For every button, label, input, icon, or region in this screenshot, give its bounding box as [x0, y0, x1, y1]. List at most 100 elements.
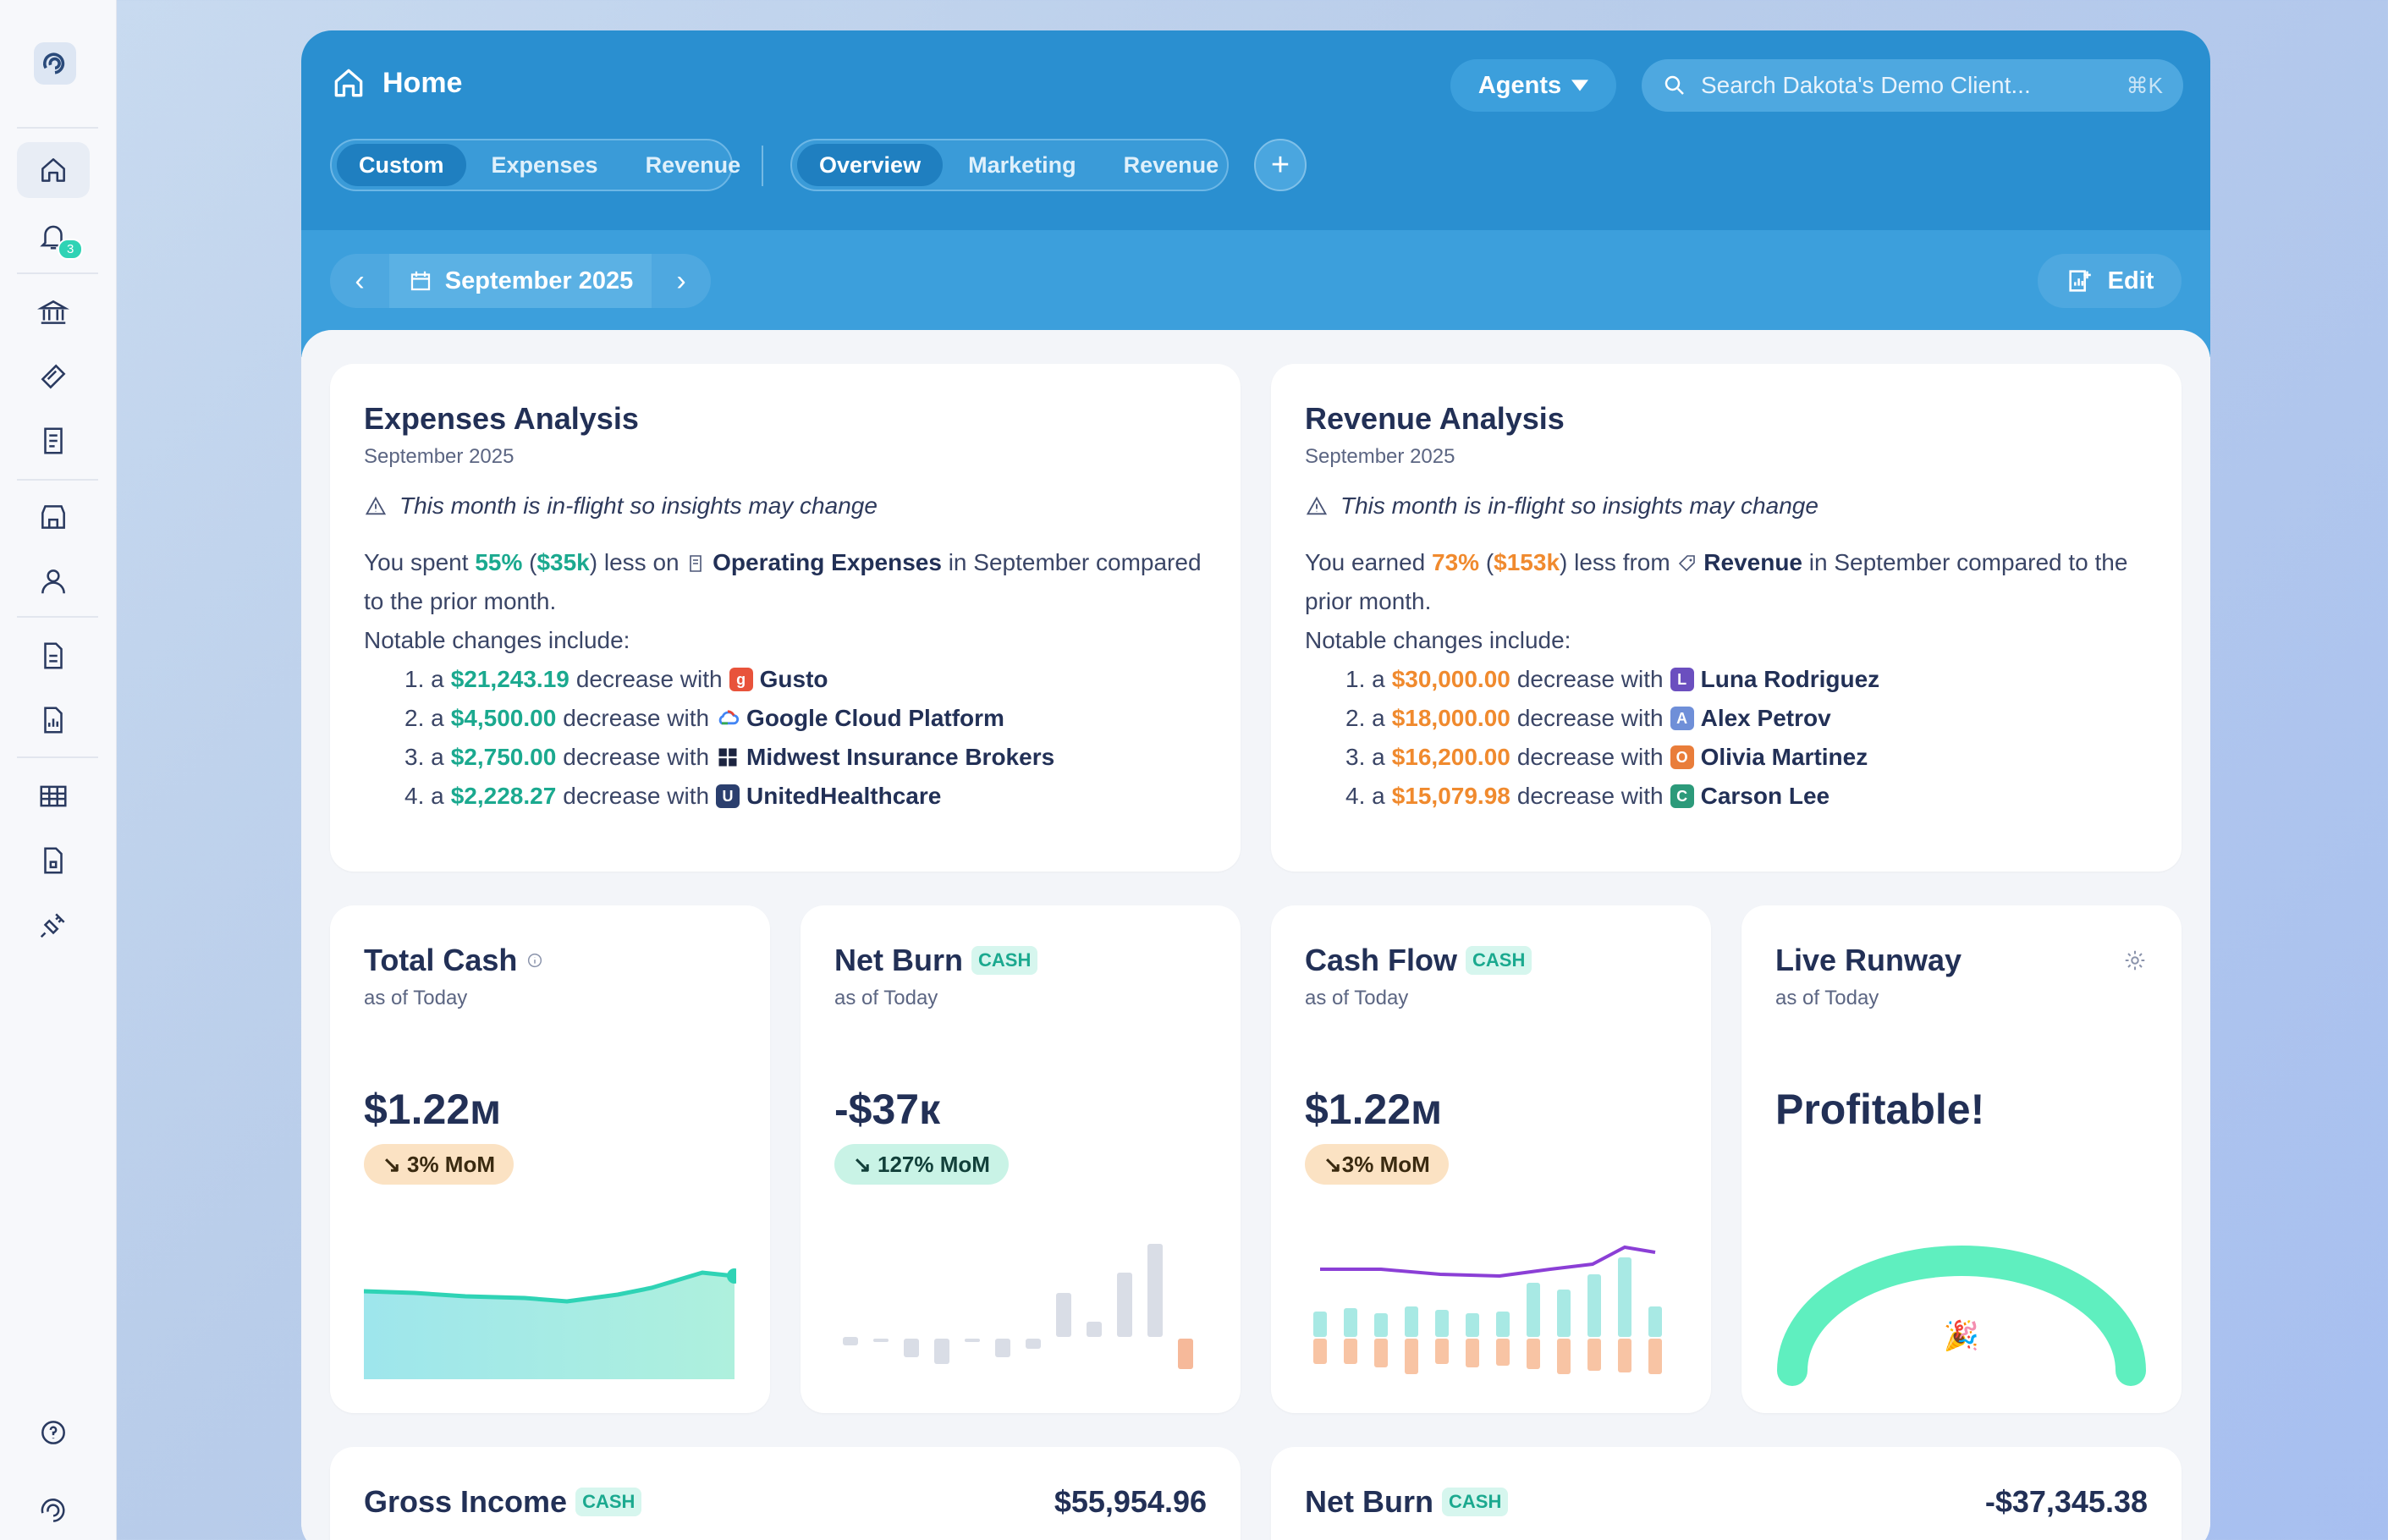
list-item: 4. a $2,228.27 decrease with U UnitedHealthc… [404, 777, 1054, 816]
card-title-text: Gross Income [364, 1484, 568, 1519]
inflight-warning: This month is in-flight so insights may … [1305, 492, 1819, 520]
summary-category: Operating Expenses [713, 549, 942, 575]
prev-month-button[interactable]: ‹ [355, 264, 365, 297]
summary-amount: $153k [1494, 549, 1560, 575]
revenue-summary: You earned 73% ($153k) less from Revenue… [1305, 543, 2151, 660]
dashboard-tabs-group: Overview Marketing Revenue [790, 139, 1229, 191]
date-navigator: ‹ September 2025 › [330, 254, 711, 308]
customer-name[interactable]: Alex Petrov [1700, 705, 1831, 731]
next-month-button[interactable]: › [676, 264, 686, 297]
table-icon [40, 785, 67, 807]
card-subtitle: September 2025 [1305, 445, 1455, 468]
list-num: 4. a [1345, 783, 1385, 809]
tab-custom[interactable]: Custom [337, 144, 466, 186]
google-cloud-icon [718, 710, 740, 725]
customer-name[interactable]: Carson Lee [1700, 783, 1830, 809]
vendor-name[interactable]: Gusto [759, 666, 828, 692]
cash-tag: CASH [575, 1488, 642, 1516]
change-amount: $30,000.00 [1391, 666, 1510, 692]
list-num: 2. a [404, 705, 444, 731]
summary-percent: 73% [1432, 549, 1480, 575]
sidebar-item-help[interactable] [17, 1405, 90, 1460]
live-runway-card[interactable]: Live Runway as of Today Profitable! 🎉 [1741, 905, 2182, 1413]
sidebar-item-transactions[interactable] [17, 349, 90, 404]
vendor-name[interactable]: Midwest Insurance Brokers [746, 744, 1055, 770]
summary-text: ) less on [589, 549, 686, 575]
tab-revenue-dashboard[interactable]: Revenue [1123, 151, 1219, 178]
expenses-summary: You spent 55% ($35k) less on Operating E… [364, 543, 1210, 660]
sidebar-item-files[interactable] [17, 833, 90, 888]
info-icon[interactable] [525, 951, 544, 970]
net-burn-detail-card[interactable]: Net Burn CASH -$37,345.38 [1271, 1447, 2182, 1540]
sidebar-item-bank[interactable] [17, 284, 90, 340]
sidebar-item-store[interactable] [17, 489, 90, 545]
customer-name[interactable]: Luna Rodriguez [1700, 666, 1880, 692]
list-item: 3. a $16,200.00 decrease with O Olivia Marti… [1345, 738, 1879, 777]
revenue-changes-list: 1. a $30,000.00 decrease with L Luna Rodrigu… [1345, 660, 1879, 816]
warning-text: This month is in-flight so insights may … [399, 492, 878, 519]
change-text: decrease with [563, 705, 710, 731]
vendor-name[interactable]: UnitedHealthcare [746, 783, 942, 809]
card-title-text: Total Cash [364, 943, 518, 977]
tab-revenue[interactable]: Revenue [645, 151, 741, 178]
sidebar-item-notifications[interactable]: 3 [17, 208, 90, 264]
sidebar-item-people[interactable] [17, 553, 90, 609]
sidebar-item-documents[interactable] [17, 628, 90, 684]
sidebar-item-table[interactable] [17, 768, 90, 824]
gear-icon[interactable] [2122, 948, 2148, 973]
date-picker[interactable]: September 2025 [389, 254, 652, 308]
net-burn-card[interactable]: Net Burn CASH as of Today -$37к ↘ 127% Mo… [801, 905, 1241, 1413]
chart-edit-icon [2069, 270, 2091, 292]
agents-dropdown[interactable]: Agents [1450, 59, 1616, 112]
expenses-changes-list: 1. a $21,243.19 decrease with g Gusto 2. a $4… [404, 660, 1054, 816]
notable-label: Notable changes include: [1305, 627, 1571, 653]
app-logo[interactable] [34, 42, 76, 85]
change-text: decrease with [563, 744, 710, 770]
logo-icon [43, 52, 65, 74]
sidebar-divider [17, 616, 98, 618]
windows-grid-icon [718, 748, 737, 767]
summary-percent: 55% [475, 549, 523, 575]
customer-avatar: A [1670, 707, 1694, 730]
list-item: 3. a $2,750.00 decrease with Midwest Insura… [404, 738, 1054, 777]
document-icon [44, 642, 63, 669]
change-amount: $16,200.00 [1391, 744, 1510, 770]
change-amount: $21,243.19 [450, 666, 569, 692]
main-panel: Home Agents Search Dakota's Demo Client.… [301, 30, 2210, 1540]
store-icon [41, 505, 65, 529]
list-num: 2. a [1345, 705, 1385, 731]
tab-overview[interactable]: Overview [797, 144, 944, 186]
cash-tag: CASH [1442, 1488, 1509, 1516]
change-text: decrease with [563, 783, 710, 809]
change-text: decrease with [1516, 744, 1664, 770]
change-amount: $15,079.98 [1391, 783, 1510, 809]
gross-income-card[interactable]: Gross Income CASH $55,954.96 [330, 1447, 1241, 1540]
customer-name[interactable]: Olivia Martinez [1700, 744, 1868, 770]
customer-avatar: C [1670, 784, 1694, 808]
warning-text: This month is in-flight so insights may … [1340, 492, 1819, 519]
sidebar-item-brand[interactable] [17, 1482, 90, 1538]
card-title-text: Net Burn [834, 943, 963, 977]
add-tab-button[interactable]: + [1254, 139, 1307, 191]
tag-icon [1678, 555, 1695, 572]
sidebar-item-bills[interactable] [17, 413, 90, 469]
search-input[interactable]: Search Dakota's Demo Client... ⌘K [1642, 59, 2183, 112]
total-cash-card[interactable]: Total Cash as of Today $1.22м ↘ 3% MoM [330, 905, 770, 1413]
list-num: 4. a [404, 783, 444, 809]
sidebar-divider [17, 479, 98, 481]
caret-down-icon [1571, 80, 1589, 91]
summary-text: You spent [364, 549, 476, 575]
vendor-name[interactable]: Google Cloud Platform [746, 705, 1004, 731]
sidebar-item-home[interactable] [17, 142, 90, 198]
cash-flow-card[interactable]: Cash Flow CASH as of Today $1.22м ↘3% MoM [1271, 905, 1711, 1413]
card-title-text: Net Burn [1305, 1484, 1433, 1519]
sidebar-item-reports[interactable] [17, 692, 90, 748]
edit-button[interactable]: Edit [2038, 254, 2182, 308]
tab-marketing[interactable]: Marketing [968, 151, 1076, 178]
tab-expenses[interactable]: Expenses [491, 151, 598, 178]
change-amount: $2,750.00 [450, 744, 557, 770]
card-title: Net Burn CASH [834, 943, 1038, 978]
list-num: 1. a [404, 666, 444, 692]
sidebar-item-integrations[interactable] [17, 897, 90, 953]
cash-tag: CASH [1466, 946, 1532, 975]
